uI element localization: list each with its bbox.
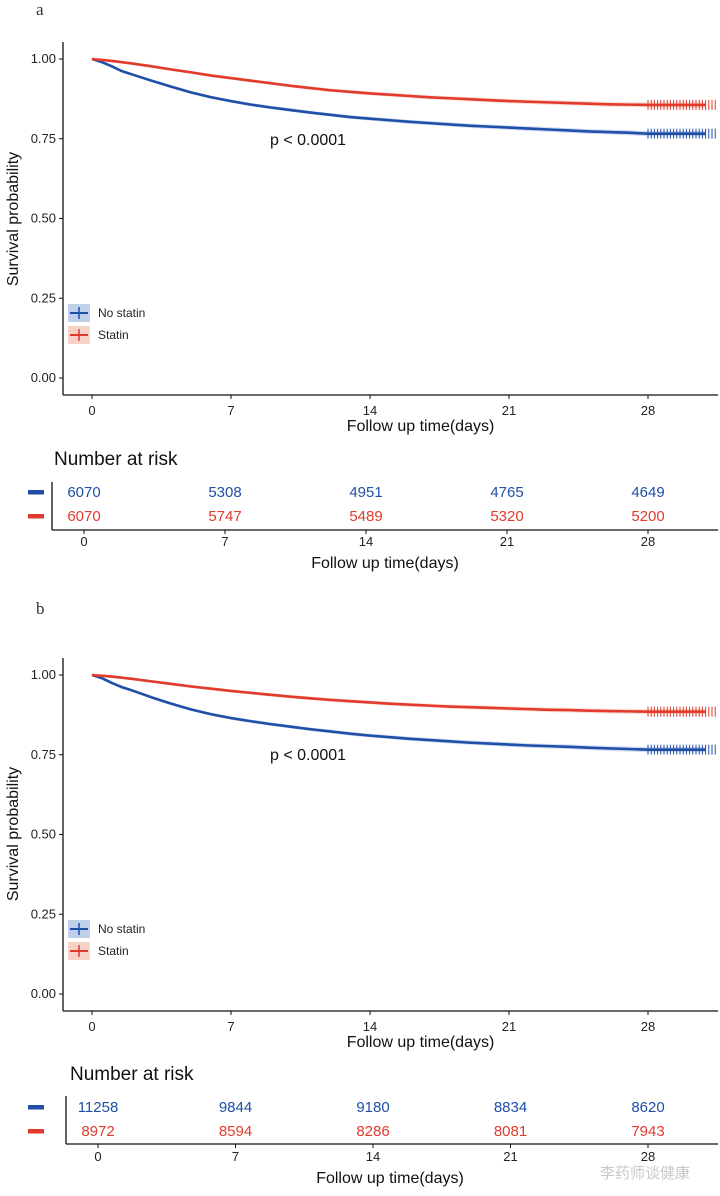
x-tick-label: 21: [502, 1019, 516, 1034]
risk-table-b: Number at risk 11258 9844 9180 8834 8620 8972 8…: [28, 1064, 718, 1187]
x-tick-label: 21: [502, 403, 516, 418]
y-tick-label: 0.00: [31, 370, 56, 385]
risk-count: 5320: [490, 508, 523, 525]
risk-count: 9844: [219, 1099, 252, 1116]
p-value-annotation: p < 0.0001: [270, 132, 346, 149]
risk-count: 6070: [67, 484, 100, 501]
risk-row-color-key: [28, 1129, 44, 1134]
y-tick-label: 0.75: [31, 131, 56, 146]
risk-x-tick-label: 0: [94, 1149, 101, 1164]
risk-x-tick-label: 14: [359, 534, 373, 549]
risk-count: 8620: [631, 1099, 664, 1116]
x-tick-label: 28: [641, 403, 655, 418]
risk-x-axis-title: Follow up time(days): [311, 555, 459, 572]
risk-x-tick-label: 7: [221, 534, 228, 549]
risk-row-color-key: [28, 1105, 44, 1110]
risk-table-a: Number at risk 6070 5308 4951 4765 4649 6070 57…: [28, 449, 718, 572]
risk-x-tick-label: 14: [366, 1149, 380, 1164]
panel-b-letter: b: [36, 599, 45, 618]
risk-count: 8286: [356, 1123, 389, 1140]
confidence-band: [92, 673, 706, 753]
confidence-band: [92, 57, 706, 108]
risk-count: 4649: [631, 484, 664, 501]
y-tick-label: 0.50: [31, 827, 56, 842]
risk-x-tick-label: 21: [503, 1149, 517, 1164]
risk-count: 5747: [208, 508, 241, 525]
risk-x-tick-label: 7: [232, 1149, 239, 1164]
y-tick-label: 1.00: [31, 667, 56, 682]
risk-table-title: Number at risk: [70, 1064, 194, 1085]
survival-curve-line: [91, 57, 706, 107]
survival-plot-a: 0.00 0.25 0.50 0.75 1.00 0 7 14 21 28 Follow up ti…: [5, 42, 718, 435]
risk-count: 8594: [219, 1123, 252, 1140]
risk-count: 4765: [490, 484, 523, 501]
survival-curve-line: [91, 673, 706, 713]
risk-count: 11258: [78, 1099, 119, 1116]
x-axis-title: Follow up time(days): [347, 418, 495, 435]
x-tick-label: 14: [363, 1019, 377, 1034]
y-tick-label: 1.00: [31, 51, 56, 66]
risk-count: 6070: [67, 508, 100, 525]
risk-count: 5489: [349, 508, 382, 525]
y-tick-label: 0.50: [31, 211, 56, 226]
x-axis-title: Follow up time(days): [347, 1034, 495, 1051]
risk-table-title: Number at risk: [54, 449, 178, 470]
survival-curve-line: [91, 673, 706, 751]
x-tick-label: 7: [227, 403, 234, 418]
risk-x-tick-label: 21: [500, 534, 514, 549]
x-tick-label: 28: [641, 1019, 655, 1034]
x-tick-label: 0: [88, 403, 95, 418]
risk-x-tick-label: 28: [641, 1149, 655, 1164]
risk-row-color-key: [28, 514, 44, 519]
risk-x-tick-label: 0: [80, 534, 87, 549]
legend-label: No statin: [98, 922, 145, 936]
risk-x-axis-title: Follow up time(days): [316, 1170, 464, 1187]
risk-count: 8834: [494, 1099, 527, 1116]
risk-count: 8081: [494, 1123, 527, 1140]
y-tick-label: 0.25: [31, 290, 56, 305]
risk-count: 7943: [631, 1123, 664, 1140]
legend-label: No statin: [98, 306, 145, 320]
risk-count: 5308: [208, 484, 241, 501]
panel-a-letter: a: [36, 0, 44, 19]
risk-x-tick-label: 28: [641, 534, 655, 549]
survival-plot-b: 0.00 0.25 0.50 0.75 1.00 0 7 14 21 28 Follow up ti…: [5, 658, 718, 1051]
p-value-annotation: p < 0.0001: [270, 747, 346, 764]
watermark-text: 李药师谈健康: [600, 1165, 690, 1182]
legend-label: Statin: [98, 328, 129, 342]
y-tick-label: 0.75: [31, 747, 56, 762]
survival-curve-line: [91, 57, 706, 135]
legend-label: Statin: [98, 944, 129, 958]
x-tick-label: 14: [363, 403, 377, 418]
y-tick-label: 0.25: [31, 906, 56, 921]
risk-count: 8972: [81, 1123, 114, 1140]
y-axis-title: Survival probability: [5, 767, 22, 901]
risk-count: 5200: [631, 508, 664, 525]
y-tick-label: 0.00: [31, 986, 56, 1001]
y-axis-title: Survival probability: [5, 152, 22, 286]
x-tick-label: 7: [227, 1019, 234, 1034]
risk-count: 9180: [356, 1099, 389, 1116]
confidence-band: [92, 673, 706, 715]
risk-row-color-key: [28, 490, 44, 495]
risk-count: 4951: [349, 484, 382, 501]
x-tick-label: 0: [88, 1019, 95, 1034]
